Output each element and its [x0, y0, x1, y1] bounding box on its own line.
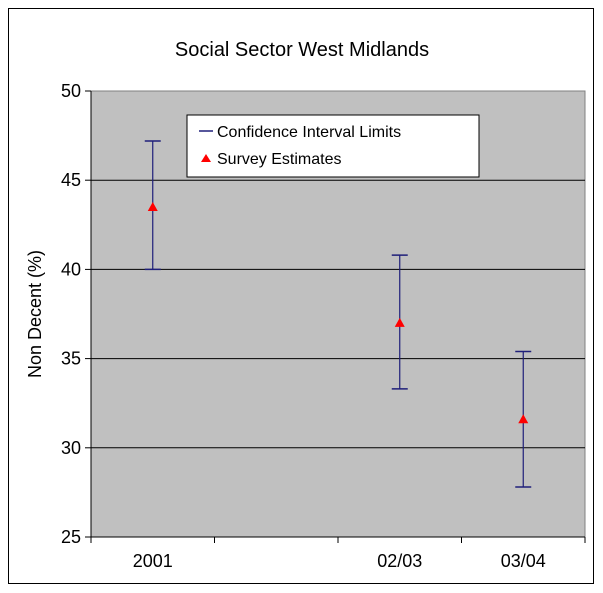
chart-title: Social Sector West Midlands [175, 39, 429, 61]
estimate-point [518, 414, 529, 424]
y-tick-label: 30 [61, 438, 81, 458]
gridlines [91, 179, 585, 449]
survey-estimates [147, 201, 529, 424]
y-tick-label: 50 [61, 81, 81, 101]
estimate-point [147, 201, 158, 211]
chart-frame: Social Sector West Midlands 25 30 35 40 45 50… [8, 8, 594, 584]
legend-box [186, 114, 480, 178]
y-tick-label: 45 [61, 170, 81, 190]
legend: Confidence Interval Limits Survey Estima… [186, 114, 480, 178]
y-tick-label: 35 [61, 349, 81, 369]
y-tick-label: 25 [61, 527, 81, 547]
y-tick-label: 40 [61, 259, 81, 279]
chart: Social Sector West Midlands 25 30 35 40 45 50… [25, 39, 586, 571]
legend-estimate-label: Survey Estimates [217, 151, 341, 168]
estimate-point [394, 317, 405, 327]
y-axis: 25 30 35 40 45 50 [61, 81, 92, 547]
x-tick-label: 2001 [133, 551, 173, 571]
x-tick-label: 03/04 [501, 551, 546, 571]
y-axis-title: Non Decent (%) [25, 250, 45, 378]
x-tick-label: 02/03 [377, 551, 422, 571]
x-axis: 2001 02/03 03/04 [90, 536, 586, 571]
legend-interval-label: Confidence Interval Limits [217, 124, 401, 141]
legend-estimate-symbol [201, 154, 211, 162]
